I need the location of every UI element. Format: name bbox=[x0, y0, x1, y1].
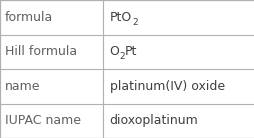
Text: 2: 2 bbox=[131, 18, 137, 27]
Text: formula: formula bbox=[5, 11, 53, 24]
Text: PtO: PtO bbox=[109, 11, 131, 24]
Text: platinum(IV) oxide: platinum(IV) oxide bbox=[109, 80, 224, 93]
Text: dioxoplatinum: dioxoplatinum bbox=[109, 114, 198, 127]
Text: IUPAC name: IUPAC name bbox=[5, 114, 80, 127]
Text: Hill formula: Hill formula bbox=[5, 45, 76, 58]
Text: Pt: Pt bbox=[125, 45, 137, 58]
Text: 2: 2 bbox=[119, 52, 125, 62]
Text: name: name bbox=[5, 80, 40, 93]
Text: O: O bbox=[109, 45, 119, 58]
